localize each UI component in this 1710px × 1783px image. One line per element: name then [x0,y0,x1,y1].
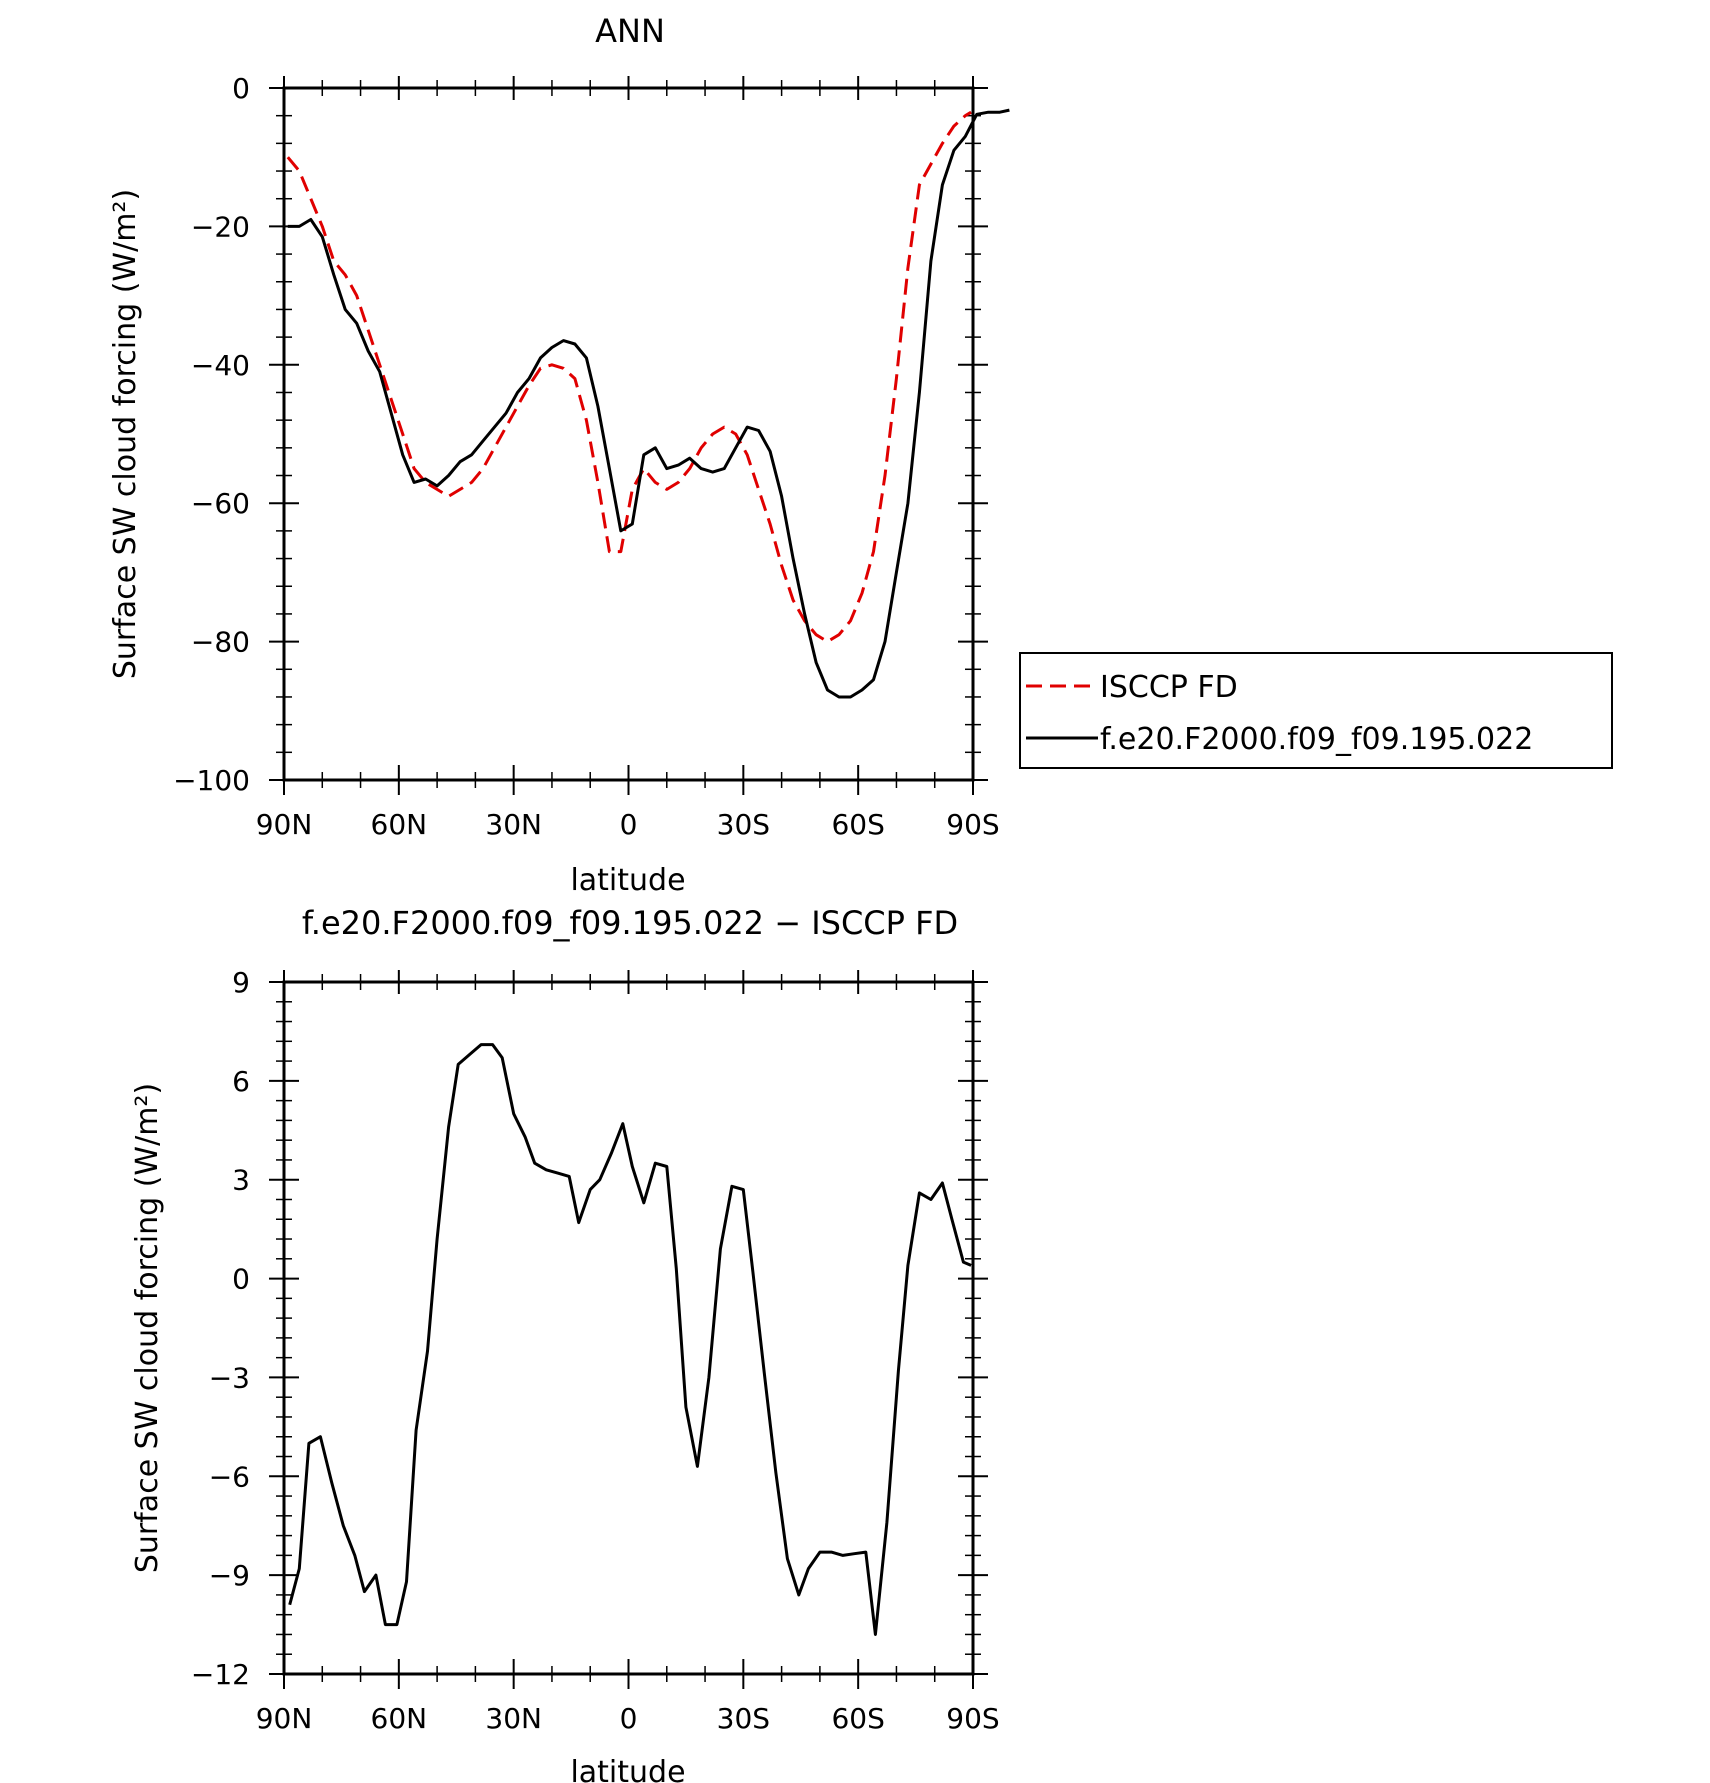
bottom-x-tick-label: 60N [371,1702,428,1735]
top-series-lines [286,108,1010,699]
top-series-line-0 [286,110,972,644]
top-x-axis-label: latitude [570,863,685,898]
top-x-tick-label: 90N [256,808,313,841]
legend-label-isccp: ISCCP FD [1100,670,1238,705]
bottom-plot-frame [282,980,975,1676]
bottom-x-tick-label: 30N [485,1702,542,1735]
top-axis-ticks [269,76,988,795]
legend-label-model: f.e20.F2000.f09_f09.195.022 [1100,722,1533,757]
bottom-x-axis-label: latitude [570,1755,685,1783]
legend: ISCCP FD f.e20.F2000.f09_f09.195.022 [1019,652,1613,769]
bottom-y-axis-label: Surface SW cloud forcing (W/m²) [130,1083,165,1573]
bottom-y-tick-label: −6 [209,1460,250,1493]
bottom-y-tick-label: 9 [232,966,250,999]
bottom-tick-labels: 90N 60N 30N 0 30S 60S 90S 9 6 3 0 −3 −6 −9 −12 [191,966,1000,1735]
top-x-tick-label: 60N [371,808,428,841]
bottom-y-tick-label: −9 [209,1559,250,1592]
bottom-y-tick-label: −3 [209,1361,250,1394]
top-y-tick-label: −40 [191,349,250,382]
bottom-chart-title: f.e20.F2000.f09_f09.195.022 − ISCCP FD [302,904,958,942]
bottom-series-line-0 [288,1043,972,1636]
top-x-tick-label: 90S [946,808,999,841]
top-tick-labels: 90N 60N 30N 0 30S 60S 90S 0 −20 −40 −60 −80 −100 [173,72,1000,841]
top-panel: ANN 90N 60N 30N 0 30S 60S 90S 0 −20 −40 −60 −80 −100… [108,12,1613,898]
bottom-x-tick-label: 60S [831,1702,884,1735]
bottom-y-tick-label: 3 [232,1164,250,1197]
top-series-line-1 [287,108,1010,699]
bottom-x-tick-label: 30S [717,1702,770,1735]
top-y-tick-label: 0 [232,72,250,105]
top-y-tick-label: −80 [191,626,250,659]
top-y-tick-label: −20 [191,210,250,243]
top-plot-frame [282,86,975,782]
bottom-x-tick-label: 90N [256,1702,313,1735]
top-chart-title: ANN [595,12,665,50]
bottom-panel: f.e20.F2000.f09_f09.195.022 − ISCCP FD 9… [130,904,1000,1783]
bottom-series-lines [288,1043,972,1636]
top-y-tick-label: −100 [173,764,250,797]
top-y-axis-label: Surface SW cloud forcing (W/m²) [108,189,143,679]
bottom-y-tick-label: 0 [232,1263,250,1296]
top-x-tick-label: 30N [485,808,542,841]
top-x-tick-label: 60S [831,808,884,841]
top-y-tick-label: −60 [191,487,250,520]
bottom-x-tick-label: 90S [946,1702,999,1735]
bottom-x-tick-label: 0 [620,1702,638,1735]
top-x-tick-label: 30S [717,808,770,841]
bottom-y-tick-label: 6 [232,1065,250,1098]
top-x-tick-label: 0 [620,808,638,841]
legend-box [1019,652,1613,769]
bottom-y-tick-label: −12 [191,1658,250,1691]
